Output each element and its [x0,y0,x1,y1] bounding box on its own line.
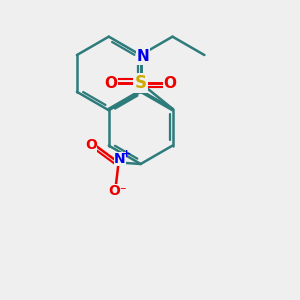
Text: N: N [136,49,149,64]
Text: O: O [108,184,120,198]
Text: O: O [85,138,97,152]
Text: ⁻: ⁻ [119,184,125,198]
Text: O: O [164,76,177,91]
Text: +: + [122,149,131,159]
Text: S: S [135,74,147,92]
Text: N: N [114,152,126,166]
Text: O: O [105,76,118,91]
